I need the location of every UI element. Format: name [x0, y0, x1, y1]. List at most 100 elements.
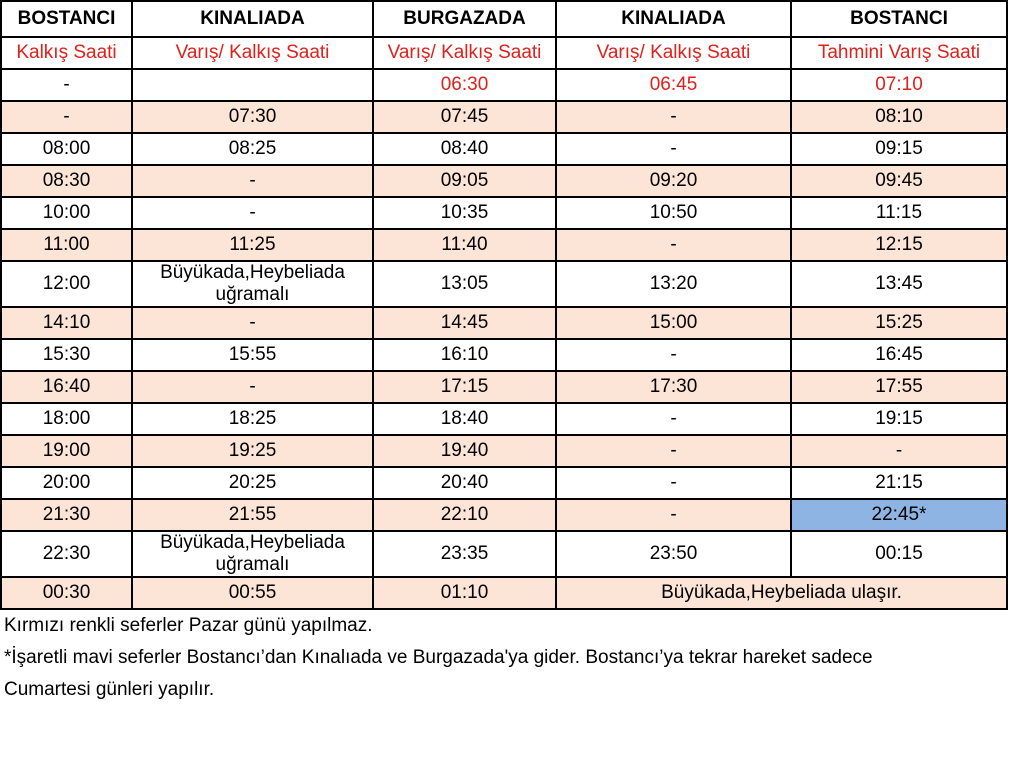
header-cell: BOSTANCI	[790, 0, 1008, 38]
row: 08:30-09:05 09:20 09:45	[0, 164, 1008, 198]
subheader-cell: Varış/ Kalkış Saati	[372, 36, 557, 70]
cell: 09:05	[372, 164, 557, 198]
cell: -	[555, 338, 792, 372]
header-cell: KINALIADA	[555, 0, 792, 38]
cell: -	[790, 434, 1008, 468]
cell: -	[131, 370, 374, 404]
cell: 19:15	[790, 402, 1008, 436]
cell: 12:00	[0, 260, 133, 308]
cell: 08:00	[0, 132, 133, 166]
cell: 21:15	[790, 466, 1008, 500]
cell	[131, 68, 374, 102]
cell: 22:45*	[790, 498, 1008, 532]
cell: 08:30	[0, 164, 133, 198]
subheader-cell: Varış/ Kalkış Saati	[555, 36, 792, 70]
subheader-cell: Varış/ Kalkış Saati	[131, 36, 374, 70]
cell: 00:15	[790, 530, 1008, 578]
cell: 11:00	[0, 228, 133, 262]
cell: 07:10	[790, 68, 1008, 102]
cell: 11:25	[131, 228, 374, 262]
row: 00:30 00:55 01:10 Büyükada,Heybeliada ulaşı…	[0, 576, 1008, 610]
cell: 20:25	[131, 466, 374, 500]
cell: 11:15	[790, 196, 1008, 230]
cell: -	[131, 306, 374, 340]
cell: 15:30	[0, 338, 133, 372]
cell: 07:45	[372, 100, 557, 134]
cell: 19:25	[131, 434, 374, 468]
header-row: BOSTANCI KINALIADA BURGAZADA KINALIADA BOSTA…	[0, 0, 1008, 38]
cell: -	[555, 498, 792, 532]
cell: 18:25	[131, 402, 374, 436]
cell: 00:30	[0, 576, 133, 610]
cell: -	[555, 434, 792, 468]
cell: 19:00	[0, 434, 133, 468]
cell: -	[555, 228, 792, 262]
cell: 13:20	[555, 260, 792, 308]
table-body: -06:30 06:45 07:10-07:30 07:45-08:10 08:00 08…	[0, 68, 1008, 610]
cell: 14:45	[372, 306, 557, 340]
row: - 06:30 06:45 07:10	[0, 68, 1008, 102]
note: Cumartesi günleri yapılır.	[4, 679, 215, 700]
cell: 08:10	[790, 100, 1008, 134]
header-cell: KINALIADA	[131, 0, 374, 38]
cell: 20:40	[372, 466, 557, 500]
row: 14:10-14:45 15:00 15:25	[0, 306, 1008, 340]
cell: 10:50	[555, 196, 792, 230]
cell: -	[0, 100, 133, 134]
cell: 13:05	[372, 260, 557, 308]
cell: -	[555, 466, 792, 500]
cell: 17:30	[555, 370, 792, 404]
subheader-row: Kalkış Saati Varış/ Kalkış Saati Varış/ Ka…	[0, 36, 1008, 70]
cell: Büyükada,Heybeliada uğramalı	[131, 530, 374, 578]
cell: 06:30	[372, 68, 557, 102]
cell: 16:10	[372, 338, 557, 372]
cell: 08:25	[131, 132, 374, 166]
row: 10:00-10:35 10:50 11:15	[0, 196, 1008, 230]
row: 08:00 08:25 08:40-09:15	[0, 132, 1008, 166]
cell: 18:00	[0, 402, 133, 436]
cell: -	[131, 164, 374, 198]
cell: 21:55	[131, 498, 374, 532]
row: 20:00 20:25 20:40-21:15	[0, 466, 1008, 500]
cell: 06:45	[555, 68, 792, 102]
note: *İşaretli mavi seferler Bostancı’dan Kın…	[4, 647, 873, 668]
row: 12:00 Büyükada,Heybeliada uğramalı 13:05 13…	[0, 260, 1008, 308]
row: 15:30 15:55 16:10-16:45	[0, 338, 1008, 372]
cell: 11:40	[372, 228, 557, 262]
cell: 19:40	[372, 434, 557, 468]
subheader-cell: Kalkış Saati	[0, 36, 133, 70]
cell: 15:25	[790, 306, 1008, 340]
subheader-cell: Tahmini Varış Saati	[790, 36, 1008, 70]
cell: 08:40	[372, 132, 557, 166]
row: 22:30 Büyükada,Heybeliada uğramalı 23:35 23…	[0, 530, 1008, 578]
note: Kırmızı renkli seferler Pazar günü yapıl…	[4, 615, 373, 636]
cell: 22:30	[0, 530, 133, 578]
row: 16:40-17:15 17:30 17:55	[0, 370, 1008, 404]
cell: 10:00	[0, 196, 133, 230]
cell: 16:45	[790, 338, 1008, 372]
cell: 17:55	[790, 370, 1008, 404]
cell: Büyükada,Heybeliada ulaşır.	[555, 576, 1008, 610]
cell: -	[555, 402, 792, 436]
cell: 14:10	[0, 306, 133, 340]
cell: 15:00	[555, 306, 792, 340]
cell: 22:10	[372, 498, 557, 532]
cell: 01:10	[372, 576, 557, 610]
cell: -	[555, 132, 792, 166]
row: 11:00 11:25 11:40-12:15	[0, 228, 1008, 262]
cell: 09:15	[790, 132, 1008, 166]
cell: 18:40	[372, 402, 557, 436]
cell: 23:35	[372, 530, 557, 578]
cell: -	[0, 68, 133, 102]
cell: 23:50	[555, 530, 792, 578]
cell: 09:45	[790, 164, 1008, 198]
header-cell: BOSTANCI	[0, 0, 133, 38]
cell: 17:15	[372, 370, 557, 404]
row: 18:00 18:25 18:40-19:15	[0, 402, 1008, 436]
row: -07:30 07:45-08:10	[0, 100, 1008, 134]
cell: 13:45	[790, 260, 1008, 308]
cell: 00:55	[131, 576, 374, 610]
row: 21:30 21:55 22:10-22:45*	[0, 498, 1008, 532]
cell: 10:35	[372, 196, 557, 230]
